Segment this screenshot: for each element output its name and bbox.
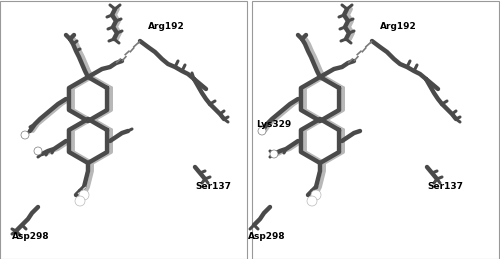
Text: Ser137: Ser137: [195, 182, 231, 191]
Circle shape: [34, 147, 42, 155]
Circle shape: [311, 190, 321, 200]
Text: Arg192: Arg192: [380, 22, 417, 31]
Text: Lys329: Lys329: [256, 120, 291, 129]
Bar: [252, 0, 500, 259]
Text: Arg192: Arg192: [148, 22, 185, 31]
Text: Asp298: Asp298: [12, 232, 50, 241]
Circle shape: [21, 131, 29, 139]
Bar: [252, 1, 499, 259]
Text: Ser137: Ser137: [427, 182, 463, 191]
Bar: [0, 1, 247, 259]
Circle shape: [79, 190, 89, 200]
Circle shape: [270, 150, 278, 158]
Circle shape: [258, 127, 266, 135]
Circle shape: [307, 196, 317, 206]
Bar: [0, 0, 248, 259]
Text: Asp298: Asp298: [248, 232, 286, 241]
Circle shape: [75, 196, 85, 206]
